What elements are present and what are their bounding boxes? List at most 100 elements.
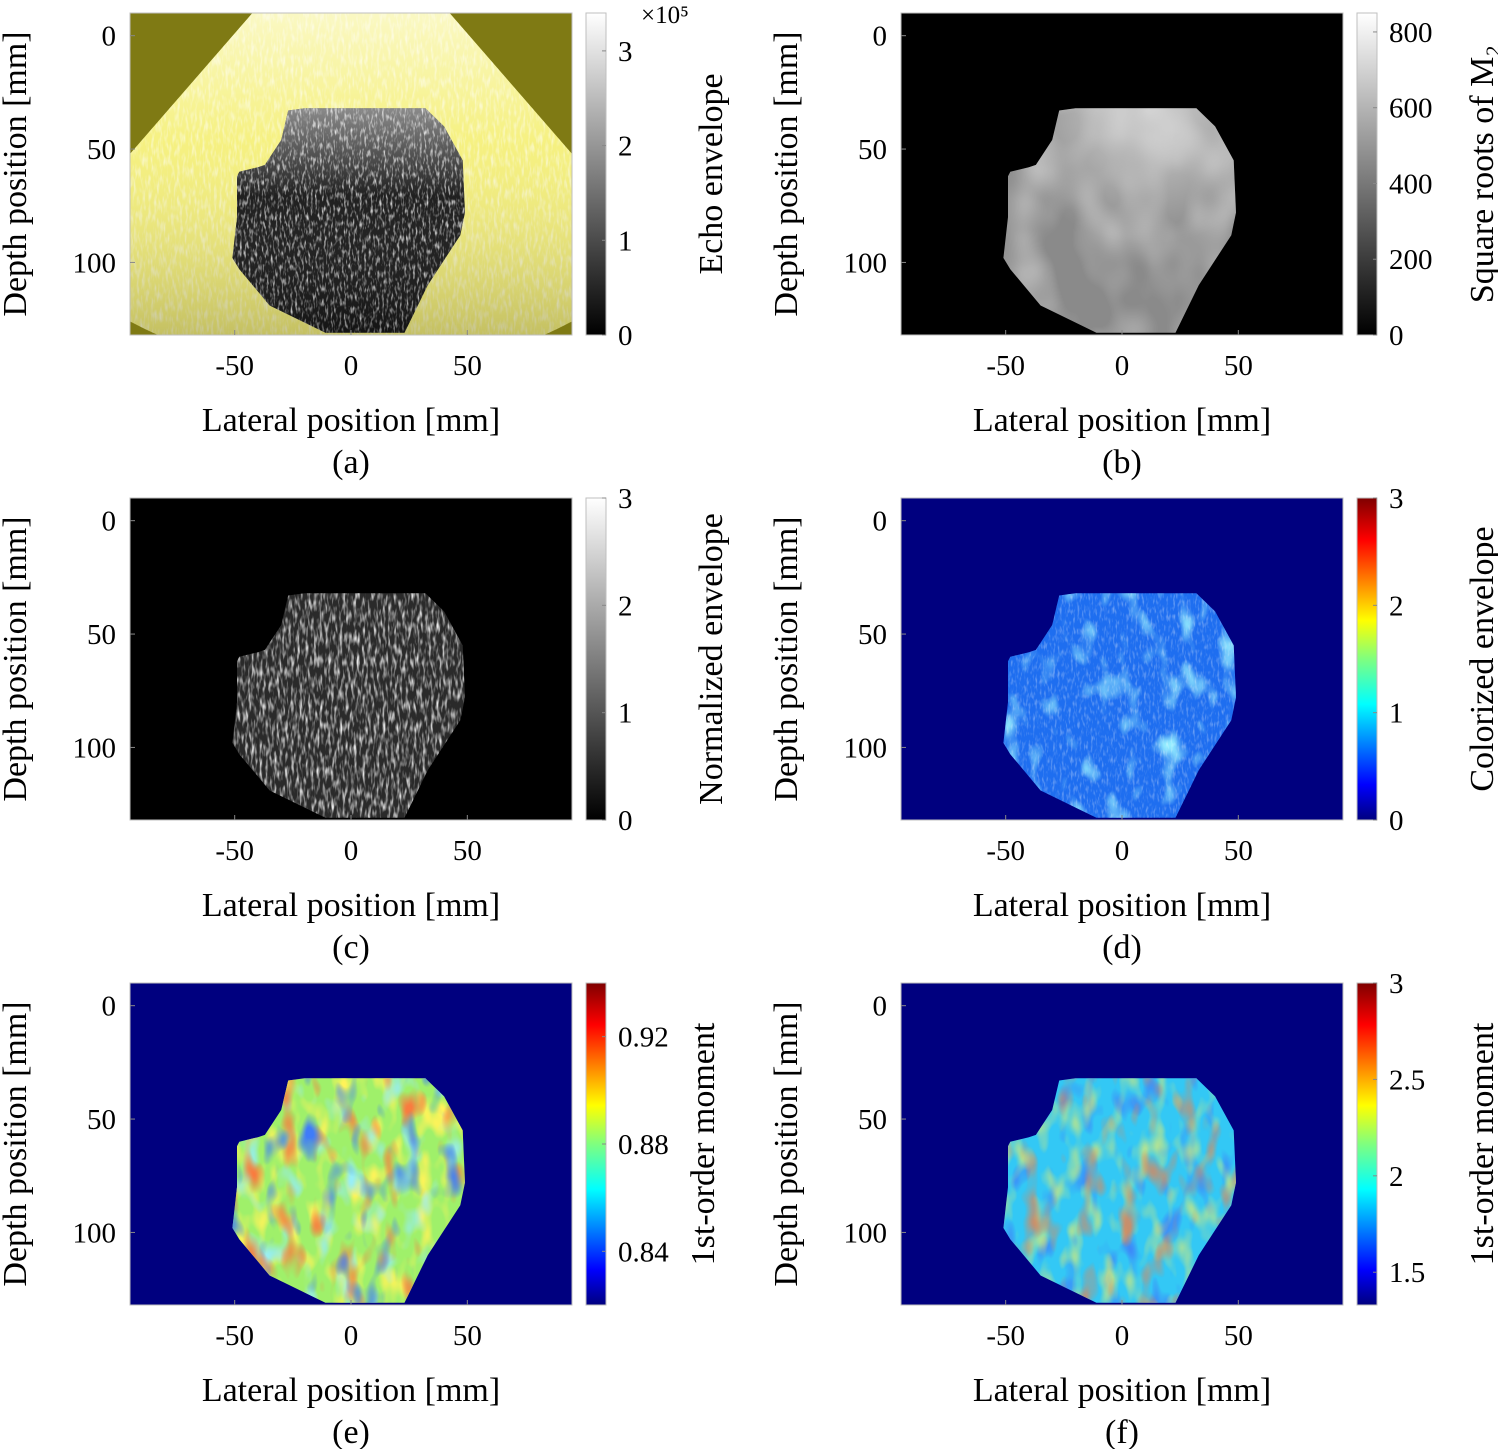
colorbar-tick-label: 3 xyxy=(618,483,633,515)
colorbar-tick-label: 0.92 xyxy=(618,1022,669,1054)
colorbar: 0 1 2 3 Normalized envelope xyxy=(585,483,730,837)
panel-label: (a) xyxy=(332,444,370,481)
panel-f: -50 0 50 0 50 100 Lateral position [mm] Depth p… xyxy=(768,968,1498,1449)
y-tick-label: 50 xyxy=(858,134,887,166)
colorbar-gradient xyxy=(585,497,607,821)
y-tick-label: 100 xyxy=(844,732,888,764)
colorbar-tick-label: 1 xyxy=(618,225,633,257)
y-axis-label: Depth position [mm] xyxy=(768,31,805,316)
panel-label: (c) xyxy=(332,929,370,966)
colorbar-tick-label: 0.88 xyxy=(618,1129,669,1161)
y-axis-label: Depth position [mm] xyxy=(768,1001,805,1286)
colorbar-tick-label: 2 xyxy=(1389,590,1404,622)
x-tick-label: 0 xyxy=(1115,835,1130,867)
x-tick-label: 50 xyxy=(453,350,482,382)
colorbar: 0 200 400 600 800 Square roots of M₂ xyxy=(1356,12,1498,352)
y-axis-label: Depth position [mm] xyxy=(0,31,34,316)
y-tick-label: 100 xyxy=(73,1217,117,1249)
colorbar-label: Echo envelope xyxy=(693,73,730,274)
colorbar-label: 1st-order moment xyxy=(685,1022,722,1265)
colorbar-label: Square roots of M₂ xyxy=(1464,45,1498,303)
colorbar-gradient xyxy=(585,12,607,336)
y-tick-label: 100 xyxy=(844,1217,888,1249)
image-colorized-envelope-map xyxy=(901,498,1343,820)
y-tick-label: 0 xyxy=(102,991,117,1023)
colorbar-tick-label: 2 xyxy=(1389,1161,1404,1193)
panel-b: -50 0 50 0 50 100 Lateral position [mm] Depth p… xyxy=(768,12,1498,481)
colorbar-gradient xyxy=(1356,12,1378,336)
panel-c: -50 0 50 0 50 100 Lateral position [mm] Depth p… xyxy=(0,483,730,966)
y-tick-label: 50 xyxy=(87,1104,116,1136)
colorbar-tick-label: 200 xyxy=(1389,244,1433,276)
colorbar-gradient xyxy=(1356,982,1378,1306)
y-tick-label: 0 xyxy=(102,506,117,538)
x-tick-label: -50 xyxy=(215,835,254,867)
colorbar-label: 1st-order moment xyxy=(1464,1022,1498,1265)
colorbar-tick-label: 3 xyxy=(1389,483,1404,515)
x-tick-label: 50 xyxy=(1224,835,1253,867)
colorbar-tick-label: 3 xyxy=(1389,968,1404,1000)
x-tick-label: -50 xyxy=(986,350,1025,382)
colorbar-tick-label: 600 xyxy=(1389,93,1433,125)
y-axis-label: Depth position [mm] xyxy=(768,516,805,801)
x-tick-label: -50 xyxy=(986,1320,1025,1352)
image-first-order-moment-map-normalized xyxy=(130,983,572,1305)
panel-label: (d) xyxy=(1102,929,1142,966)
y-tick-label: 0 xyxy=(873,991,888,1023)
x-tick-label: -50 xyxy=(986,835,1025,867)
y-tick-label: 100 xyxy=(844,247,888,279)
y-tick-label: 50 xyxy=(87,134,116,166)
colorbar-tick-label: 3 xyxy=(618,36,633,68)
x-tick-label: 50 xyxy=(453,835,482,867)
colorbar-gradient xyxy=(1356,497,1378,821)
panel-d: -50 0 50 0 50 100 Lateral position [mm] Depth p… xyxy=(768,483,1498,966)
image-echo-envelope-bmode xyxy=(130,13,572,335)
x-axis-label: Lateral position [mm] xyxy=(202,402,500,439)
x-tick-label: 50 xyxy=(453,1320,482,1352)
colorbar-tick-label: 0.84 xyxy=(618,1236,669,1268)
colorbar: 0 1 2 3 Colorized envelope xyxy=(1356,483,1498,837)
y-axis-label: Depth position [mm] xyxy=(0,516,34,801)
x-axis-label: Lateral position [mm] xyxy=(202,887,500,924)
colorbar: 0.84 0.88 0.92 1st-order moment xyxy=(585,982,722,1306)
x-tick-label: 50 xyxy=(1224,1320,1253,1352)
x-tick-label: 0 xyxy=(344,350,359,382)
y-tick-label: 0 xyxy=(102,21,117,53)
colorbar-tick-label: 0 xyxy=(618,805,633,837)
colorbar-tick-label: 0 xyxy=(1389,805,1404,837)
colorbar-tick-label: 800 xyxy=(1389,17,1433,49)
colorbar-label: Colorized envelope xyxy=(1464,526,1498,791)
panel-e: -50 0 50 0 50 100 Lateral position [mm] Depth p… xyxy=(0,982,722,1449)
x-tick-label: 0 xyxy=(1115,1320,1130,1352)
y-tick-label: 0 xyxy=(873,21,888,53)
y-tick-label: 0 xyxy=(873,506,888,538)
colorbar-label: Normalized envelope xyxy=(693,513,730,805)
image-normalized-envelope-map xyxy=(130,498,572,820)
panel-a: -50 0 50 0 50 100 Lateral position [mm] Depth p… xyxy=(0,2,730,481)
y-tick-label: 50 xyxy=(858,1104,887,1136)
panel-label: (f) xyxy=(1105,1414,1139,1449)
colorbar-tick-label: 1 xyxy=(618,698,633,730)
x-axis-label: Lateral position [mm] xyxy=(973,402,1271,439)
x-axis-label: Lateral position [mm] xyxy=(973,1372,1271,1409)
y-tick-label: 100 xyxy=(73,247,117,279)
colorbar-tick-label: 0 xyxy=(1389,320,1404,352)
x-tick-label: -50 xyxy=(215,1320,254,1352)
image-first-order-moment-map-colorized xyxy=(901,983,1343,1305)
image-m2-square-root-map xyxy=(901,13,1343,335)
colorbar-tick-label: 2 xyxy=(618,131,633,163)
y-tick-label: 50 xyxy=(858,619,887,651)
x-tick-label: 0 xyxy=(1115,350,1130,382)
x-tick-label: 0 xyxy=(344,1320,359,1352)
y-tick-label: 100 xyxy=(73,732,117,764)
colorbar-tick-label: 2.5 xyxy=(1389,1064,1425,1096)
x-axis-label: Lateral position [mm] xyxy=(973,887,1271,924)
x-tick-label: 0 xyxy=(344,835,359,867)
x-axis-label: Lateral position [mm] xyxy=(202,1372,500,1409)
colorbar: 1.5 2 2.5 3 1st-order moment xyxy=(1356,968,1498,1306)
panel-label: (b) xyxy=(1102,444,1142,481)
colorbar-tick-label: 0 xyxy=(618,320,633,352)
colorbar-exponent-label: ×10⁵ xyxy=(641,2,689,29)
colorbar-tick-label: 2 xyxy=(618,590,633,622)
